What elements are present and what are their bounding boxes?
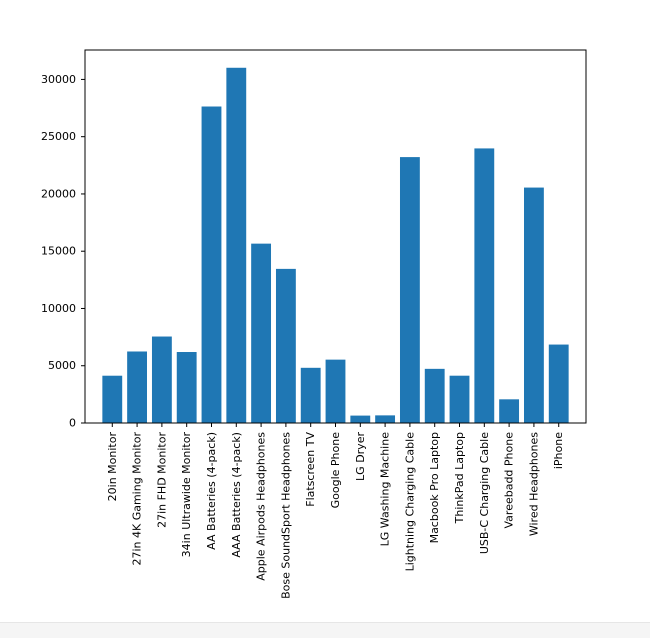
x-tick-label: USB-C Charging Cable: [478, 432, 491, 554]
x-tick-label: LG Washing Machine: [379, 432, 392, 547]
x-tick-label: Macbook Pro Laptop: [428, 432, 441, 543]
bar: [549, 345, 569, 423]
bottom-strip: [0, 622, 650, 638]
x-tick-label: Flatscreen TV: [304, 432, 317, 507]
x-tick-label: 34in Ultrawide Monitor: [180, 432, 193, 558]
bar: [226, 68, 246, 423]
bars-group: [102, 68, 568, 423]
x-tick-label: Bose SoundSport Headphones: [279, 432, 292, 599]
x-tick-label: ThinkPad Laptop: [453, 432, 466, 524]
bar-chart: 0 5000 10000 15000 20000 25000 30000 20in Moni…: [0, 0, 650, 622]
y-tick-label: 15000: [41, 245, 76, 258]
bar: [499, 399, 519, 423]
bar: [102, 376, 122, 423]
bar: [400, 157, 420, 423]
y-tick-label: 25000: [41, 130, 76, 143]
bar: [202, 107, 222, 423]
y-tick-label: 20000: [41, 187, 76, 200]
bar: [127, 351, 147, 423]
x-tick-label: LG Dryer: [354, 432, 367, 481]
x-tick-label: Wired Headphones: [527, 432, 540, 536]
bar: [301, 368, 321, 423]
x-tick-label: 20in Monitor: [106, 432, 119, 502]
x-tick-label: iPhone: [552, 432, 565, 469]
bar: [251, 244, 271, 423]
bar: [326, 360, 346, 423]
y-axis: 0 5000 10000 15000 20000 25000 30000: [41, 73, 85, 430]
bar: [152, 337, 172, 423]
x-tick-label: Lightning Charging Cable: [403, 432, 416, 572]
x-tick-label: Apple Airpods Headphones: [255, 432, 268, 581]
x-tick-label: Vareebadd Phone: [503, 432, 516, 529]
bar: [177, 352, 197, 423]
x-tick-label: 27in FHD Monitor: [155, 432, 168, 528]
x-tick-label: AAA Batteries (4-pack): [230, 432, 243, 558]
bar: [524, 188, 544, 423]
bar: [450, 376, 470, 423]
y-tick-label: 30000: [41, 73, 76, 86]
bar: [350, 416, 370, 423]
x-tick-label: Google Phone: [329, 432, 342, 509]
bar: [375, 415, 395, 423]
bar: [425, 369, 445, 423]
bar: [474, 148, 494, 423]
x-tick-label: AA Batteries (4-pack): [205, 432, 218, 550]
x-tick-label: 27in 4K Gaming Monitor: [131, 432, 144, 566]
y-tick-label: 10000: [41, 302, 76, 315]
y-tick-label: 5000: [48, 359, 76, 372]
x-axis: 20in Monitor 27in 4K Gaming Monitor 27in F…: [106, 423, 565, 599]
y-tick-label: 0: [69, 417, 76, 430]
bar: [276, 269, 296, 423]
